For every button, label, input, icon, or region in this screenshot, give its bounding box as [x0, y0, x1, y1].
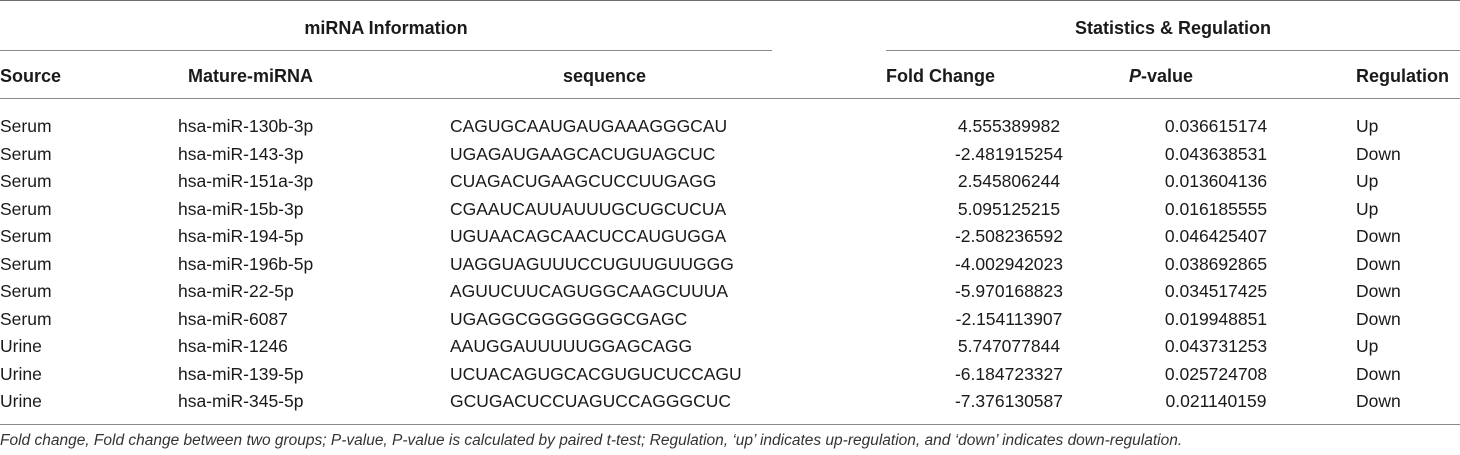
cell-source: Serum [0, 253, 52, 274]
column-header-source: Source [0, 66, 62, 86]
table-row: Serum hsa-miR-194-5p UGUAACAGCAACUCCAUGU… [0, 223, 1460, 251]
group-header-mirna-information: miRNA Information [304, 18, 468, 38]
cell-source: Urine [0, 391, 42, 411]
cell-regulation: Down [1356, 363, 1401, 384]
column-header-sequence: sequence [563, 66, 647, 86]
cell-source: Serum [0, 198, 52, 219]
cell-fold-change: -2.508236592 [954, 226, 1064, 246]
cell-p-value: 0.038692865 [1164, 253, 1268, 274]
table-bottom-rule [0, 424, 1460, 425]
cell-mature-mirna: hsa-miR-1246 [178, 336, 288, 356]
cell-source: Urine [0, 363, 42, 384]
cell-mature-mirna: hsa-miR-196b-5p [178, 253, 314, 274]
column-header-fold-change: Fold Change [886, 66, 995, 86]
cell-p-value: 0.019948851 [1164, 308, 1268, 329]
cell-fold-change: 2.545806244 [957, 171, 1061, 191]
cell-regulation: Up [1356, 171, 1379, 191]
table-row: Urine hsa-miR-139-5p UCUACAGUGCACGUGUCUC… [0, 361, 1460, 389]
cell-regulation: Up [1356, 198, 1379, 219]
cell-sequence: AGUUCUUCAGUGGCAAGCUUUA [450, 281, 729, 301]
cell-mature-mirna: hsa-miR-130b-3p [178, 116, 314, 136]
table-row: Serum hsa-miR-151a-3p CUAGACUGAAGCUCCUUG… [0, 168, 1460, 196]
cell-source: Urine [0, 336, 42, 356]
cell-sequence: GCUGACUCCUAGUCCAGGGCUC [450, 391, 731, 411]
cell-p-value: 0.016185555 [1164, 198, 1268, 219]
cell-sequence: CGAAUCAUUAUUUGCUGCUCUA [450, 198, 727, 219]
cell-fold-change: -2.154113907 [955, 308, 1063, 329]
cell-p-value: 0.046425407 [1164, 226, 1268, 246]
cell-mature-mirna: hsa-miR-143-3p [178, 143, 304, 164]
table-row: Urine hsa-miR-345-5p GCUGACUCCUAGUCCAGGG… [0, 388, 1460, 416]
cell-regulation: Up [1356, 336, 1379, 356]
cell-fold-change: 5.747077844 [957, 336, 1061, 356]
cell-sequence: UCUACAGUGCACGUGUCUCCAGU [450, 363, 742, 384]
table-footnote: Fold change, Fold change between two gro… [0, 432, 1183, 449]
p-value-suffix: -value [1141, 66, 1194, 86]
cell-fold-change: -4.002942023 [954, 253, 1064, 274]
table-body: Serum hsa-miR-130b-3p CAGUGCAAUGAUGAAAGG… [0, 113, 1460, 416]
cell-p-value: 0.021140159 [1165, 391, 1267, 411]
cell-source: Serum [0, 281, 52, 301]
cell-sequence: CAGUGCAAUGAUGAAAGGGCAU [450, 116, 728, 136]
cell-sequence: CUAGACUGAAGCUCCUUGAGG [450, 171, 717, 191]
cell-mature-mirna: hsa-miR-22-5p [178, 281, 294, 301]
table-row: Serum hsa-miR-6087 UGAGGCGGGGGGGCGAGC -2… [0, 306, 1460, 334]
cell-source: Serum [0, 226, 52, 246]
table-row: Serum hsa-miR-15b-3p CGAAUCAUUAUUUGCUGCU… [0, 196, 1460, 224]
cell-mature-mirna: hsa-miR-194-5p [178, 226, 304, 246]
cell-regulation: Down [1356, 226, 1401, 246]
cell-p-value: 0.043731253 [1164, 336, 1268, 356]
cell-source: Serum [0, 116, 52, 136]
table-row: Serum hsa-miR-130b-3p CAGUGCAAUGAUGAAAGG… [0, 113, 1460, 141]
cell-p-value: 0.034517425 [1164, 281, 1268, 301]
cell-source: Serum [0, 171, 52, 191]
group-header-statistics-regulation: Statistics & Regulation [1074, 18, 1272, 38]
cell-fold-change: -7.376130587 [954, 391, 1064, 411]
cell-mature-mirna: hsa-miR-139-5p [178, 363, 304, 384]
cell-p-value: 0.013604136 [1164, 171, 1268, 191]
cell-regulation: Down [1356, 308, 1401, 329]
column-header-mature-mirna: Mature-miRNA [188, 66, 314, 86]
cell-sequence: UGAGGCGGGGGGGCGAGC [450, 308, 688, 329]
cell-regulation: Down [1356, 253, 1401, 274]
cell-sequence: AAUGGAUUUUUGGAGCAGG [450, 336, 693, 356]
cell-mature-mirna: hsa-miR-345-5p [178, 391, 304, 411]
cell-fold-change: 5.095125215 [957, 198, 1061, 219]
group-rule-left [0, 50, 772, 51]
cell-fold-change: -5.970168823 [954, 281, 1064, 301]
cell-regulation: Down [1356, 391, 1401, 411]
cell-p-value: 0.036615174 [1164, 116, 1268, 136]
table-top-rule [0, 0, 1460, 1]
group-rule-right [886, 50, 1460, 51]
column-header-regulation: Regulation [1356, 66, 1449, 86]
cell-source: Serum [0, 143, 52, 164]
table-row: Serum hsa-miR-22-5p AGUUCUUCAGUGGCAAGCUU… [0, 278, 1460, 306]
p-value-italic-letter: P [1129, 66, 1142, 86]
cell-p-value: 0.043638531 [1164, 143, 1268, 164]
cell-fold-change: 4.555389982 [957, 116, 1061, 136]
cell-p-value: 0.025724708 [1164, 363, 1268, 384]
cell-mature-mirna: hsa-miR-6087 [178, 308, 288, 329]
cell-sequence: UGAGAUGAAGCACUGUAGCUC [450, 143, 716, 164]
cell-mature-mirna: hsa-miR-151a-3p [178, 171, 314, 191]
column-header-rule [0, 98, 1460, 99]
cell-mature-mirna: hsa-miR-15b-3p [178, 198, 304, 219]
cell-regulation: Down [1356, 281, 1401, 301]
cell-source: Serum [0, 308, 52, 329]
table-row: Urine hsa-miR-1246 AAUGGAUUUUUGGAGCAGG 5… [0, 333, 1460, 361]
column-header-p-value: P-value [1129, 64, 1193, 88]
cell-fold-change: -2.481915254 [954, 143, 1064, 164]
cell-sequence: UGUAACAGCAACUCCAUGUGGA [450, 226, 727, 246]
table-row: Serum hsa-miR-143-3p UGAGAUGAAGCACUGUAGC… [0, 141, 1460, 169]
cell-regulation: Up [1356, 116, 1379, 136]
cell-sequence: UAGGUAGUUUCCUGUUGUUGGG [450, 253, 734, 274]
table-row: Serum hsa-miR-196b-5p UAGGUAGUUUCCUGUUGU… [0, 251, 1460, 279]
cell-regulation: Down [1356, 143, 1401, 164]
cell-fold-change: -6.184723327 [954, 363, 1064, 384]
